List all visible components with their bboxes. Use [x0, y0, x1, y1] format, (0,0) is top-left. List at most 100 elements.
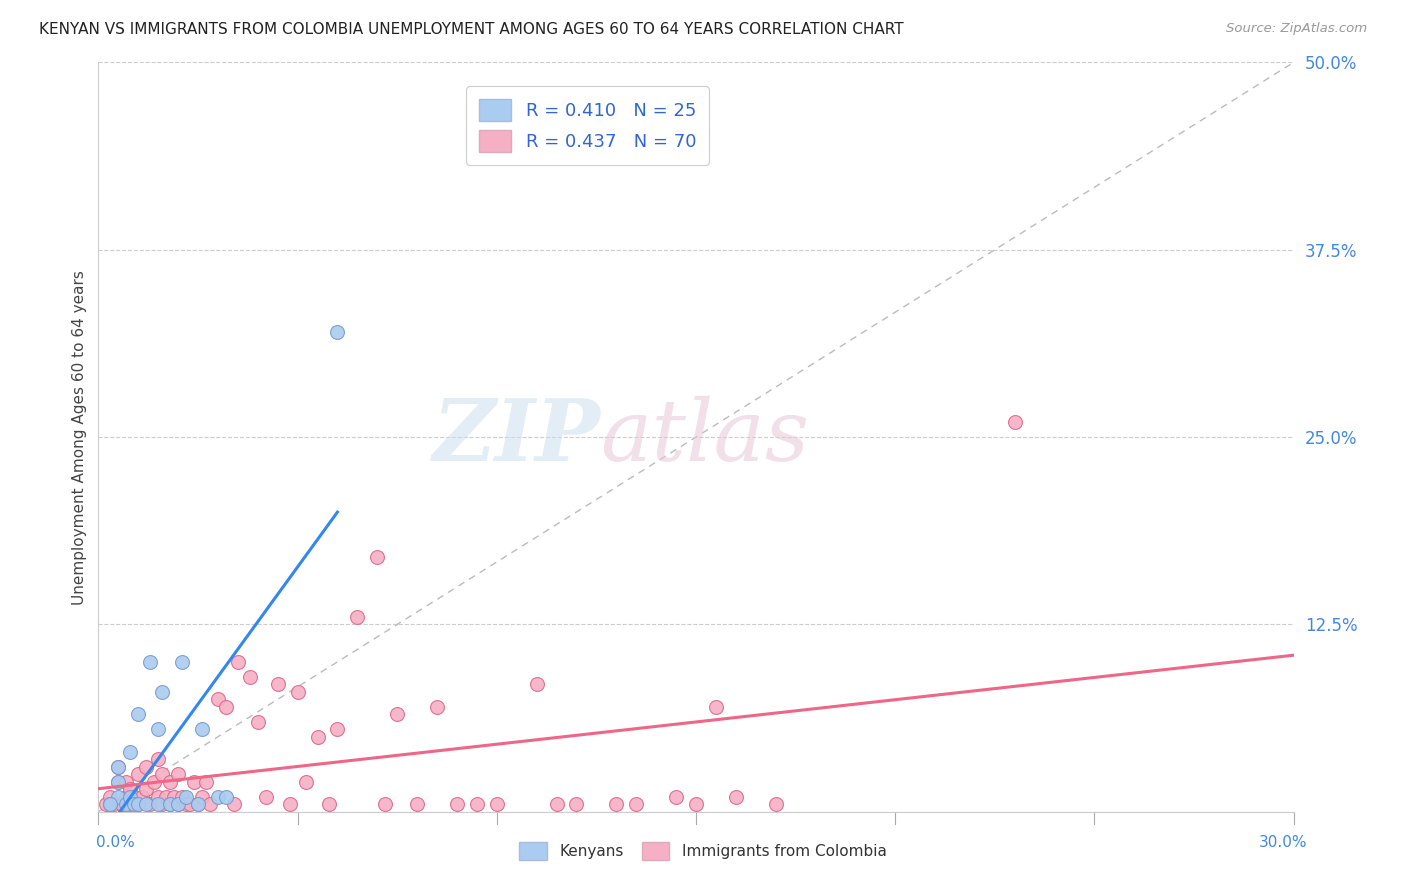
Point [115, 789, 138, 804]
Point [446, 797, 468, 812]
Point [120, 789, 142, 804]
Point [546, 797, 568, 812]
Text: 30.0%: 30.0% [1260, 836, 1308, 850]
Point [526, 677, 548, 691]
Point [765, 797, 787, 812]
Point [704, 699, 727, 714]
Point [172, 655, 194, 669]
Point [103, 797, 125, 812]
Text: KENYAN VS IMMIGRANTS FROM COLOMBIA UNEMPLOYMENT AMONG AGES 60 TO 64 YEARS CORREL: KENYAN VS IMMIGRANTS FROM COLOMBIA UNEMP… [39, 22, 904, 37]
Point [120, 782, 142, 797]
Point [385, 707, 409, 722]
Text: ZIP: ZIP [433, 395, 600, 479]
Point [167, 767, 190, 781]
Point [159, 797, 181, 812]
Point [98, 797, 122, 812]
Point [406, 797, 429, 812]
Point [326, 723, 349, 737]
Point [159, 797, 181, 812]
Point [98, 797, 122, 812]
Point [159, 774, 181, 789]
Point [174, 797, 197, 812]
Point [724, 789, 747, 804]
Point [167, 797, 190, 812]
Point [215, 699, 238, 714]
Point [195, 774, 218, 789]
Legend: Kenyans, Immigrants from Colombia: Kenyans, Immigrants from Colombia [513, 836, 893, 866]
Point [163, 789, 186, 804]
Point [239, 670, 262, 684]
Point [139, 797, 162, 812]
Point [127, 797, 149, 812]
Point [143, 774, 166, 789]
Point [1004, 415, 1026, 429]
Point [246, 714, 269, 729]
Point [107, 774, 129, 789]
Point [485, 797, 508, 812]
Point [148, 723, 170, 737]
Point [107, 760, 129, 774]
Point [98, 789, 122, 804]
Point [150, 685, 173, 699]
Point [135, 797, 157, 812]
Point [120, 745, 142, 759]
Point [115, 797, 138, 812]
Point [222, 797, 245, 812]
Point [665, 789, 688, 804]
Point [174, 789, 197, 804]
Point [565, 797, 588, 812]
Point [107, 789, 129, 804]
Point [605, 797, 627, 812]
Point [135, 782, 157, 797]
Legend: R = 0.410   N = 25, R = 0.437   N = 70: R = 0.410 N = 25, R = 0.437 N = 70 [465, 87, 709, 165]
Point [115, 774, 138, 789]
Point [179, 797, 201, 812]
Point [183, 774, 205, 789]
Point [187, 797, 209, 812]
Point [366, 549, 388, 564]
Point [148, 789, 170, 804]
Point [139, 655, 162, 669]
Point [191, 789, 214, 804]
Point [254, 789, 277, 804]
Point [187, 797, 209, 812]
Point [135, 760, 157, 774]
Point [107, 774, 129, 789]
Point [127, 797, 149, 812]
Point [626, 797, 648, 812]
Point [172, 789, 194, 804]
Point [318, 797, 340, 812]
Point [226, 655, 249, 669]
Point [148, 797, 170, 812]
Point [124, 789, 146, 804]
Point [155, 789, 177, 804]
Point [278, 797, 301, 812]
Point [346, 610, 368, 624]
Point [120, 797, 142, 812]
Point [207, 692, 229, 706]
Point [287, 685, 309, 699]
Point [96, 797, 118, 812]
Point [307, 730, 329, 744]
Y-axis label: Unemployment Among Ages 60 to 64 years: Unemployment Among Ages 60 to 64 years [72, 269, 87, 605]
Point [150, 767, 173, 781]
Text: Source: ZipAtlas.com: Source: ZipAtlas.com [1226, 22, 1367, 36]
Point [207, 789, 229, 804]
Point [426, 699, 449, 714]
Point [191, 723, 214, 737]
Point [326, 325, 349, 339]
Point [127, 767, 149, 781]
Text: atlas: atlas [600, 396, 810, 478]
Point [465, 797, 488, 812]
Point [374, 797, 396, 812]
Point [107, 760, 129, 774]
Point [267, 677, 290, 691]
Point [111, 797, 134, 812]
Point [198, 797, 221, 812]
Point [150, 797, 173, 812]
Point [124, 797, 146, 812]
Point [127, 707, 149, 722]
Point [131, 789, 153, 804]
Point [167, 797, 190, 812]
Point [215, 789, 238, 804]
